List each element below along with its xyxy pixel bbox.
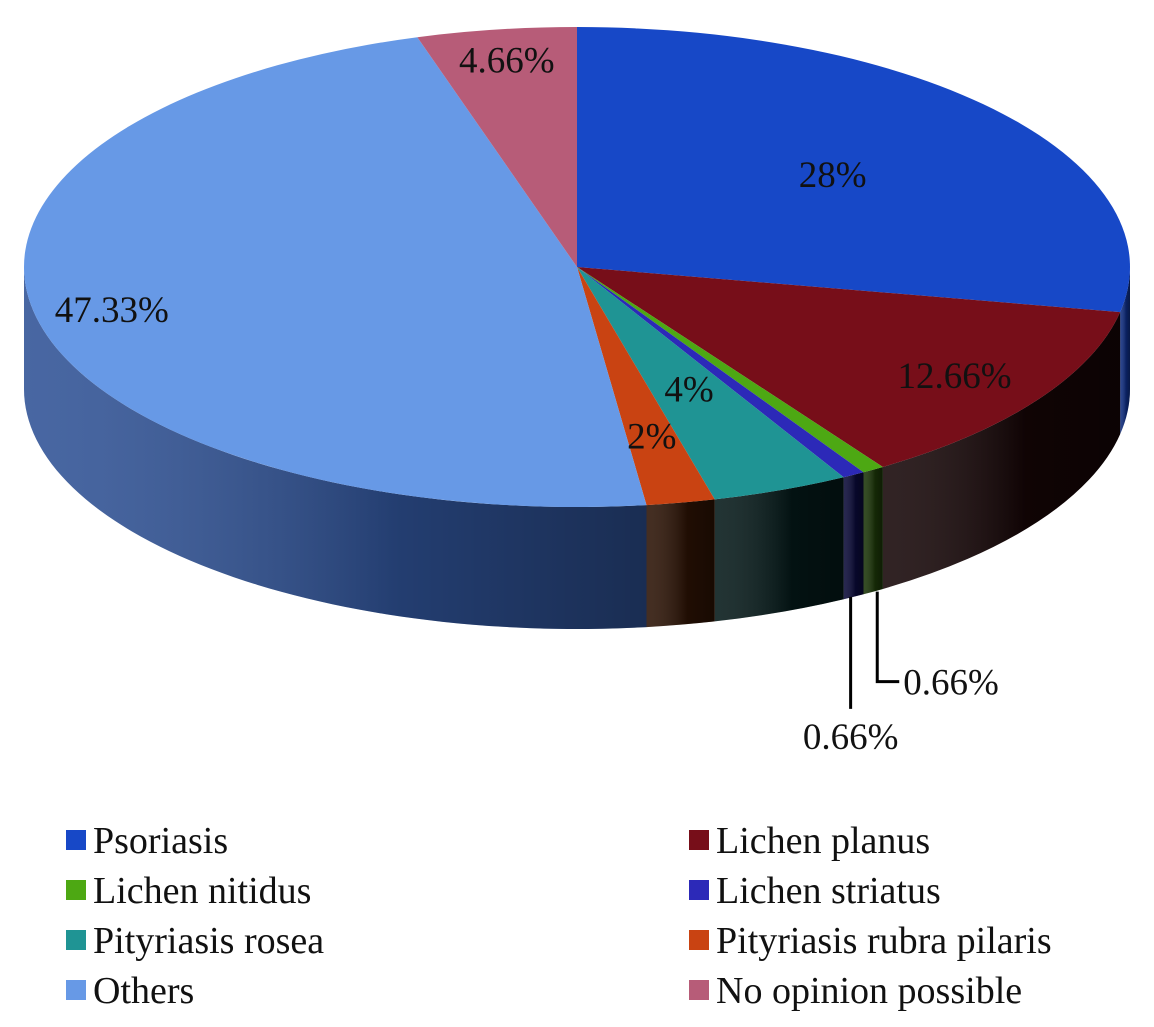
pie-side-walls (24, 267, 1130, 629)
slice-lichen-nitidus (577, 267, 883, 473)
legend-label: Lichen nitidus (93, 870, 311, 912)
label-lichen-striatus: 0.66% (803, 717, 899, 758)
label-pityriasis-rubra-pilaris: 2% (627, 417, 676, 458)
legend-swatch (66, 830, 86, 850)
leader-lines (849, 591, 900, 709)
label-others: 47.33% (55, 290, 169, 331)
legend-swatch (689, 980, 709, 1000)
legend-item-lichen-striatus: Lichen striatus (689, 870, 941, 912)
legend-swatch (66, 930, 86, 950)
legend-label: Psoriasis (93, 820, 228, 862)
side-wall-shade-lichen-nitidus (863, 466, 883, 595)
side-wall-shade-others (24, 267, 647, 629)
slice-labels: 28% 12.66% 4% 2% 47.33% 4.66% 0.66%0.66% (55, 40, 1012, 757)
slice-others (23, 37, 647, 508)
legend-swatch (689, 880, 709, 900)
legend-item-pityriasis-rubra-pilaris: Pityriasis rubra pilaris (689, 920, 1052, 962)
slice-no-opinion-possible (417, 27, 577, 267)
legend-label: Pityriasis rubra pilaris (716, 920, 1052, 962)
legend-swatch (66, 980, 86, 1000)
legend-item-others: Others (66, 970, 194, 1012)
pie-slices (23, 27, 1130, 508)
legend-label: Pityriasis rosea (93, 920, 324, 962)
slice-lichen-striatus (577, 267, 864, 478)
label-pityriasis-rosea: 4% (664, 370, 713, 411)
legend-label: No opinion possible (716, 970, 1022, 1012)
slice-pityriasis-rubra-pilaris (577, 267, 715, 506)
legend-item-no-opinion-possible: No opinion possible (689, 970, 1022, 1012)
side-wall-shade-lichen-planus (882, 312, 1121, 589)
side-wall-shade-pityriasis-rubra-pilaris (646, 499, 715, 628)
leader-lichen-nitidus (875, 591, 900, 684)
slice-lichen-planus (577, 267, 1121, 467)
legend-swatch (66, 880, 86, 900)
side-wall-shade-pityriasis-rosea (714, 477, 844, 622)
legend-item-lichen-planus: Lichen planus (689, 820, 930, 862)
side-wall-shade-psoriasis (1120, 267, 1130, 435)
legend-item-lichen-nitidus: Lichen nitidus (66, 870, 311, 912)
legend-swatch (689, 830, 709, 850)
legend-label: Lichen striatus (716, 870, 941, 912)
legend: Psoriasis Lichen planus Lichen nitidus Lich… (66, 820, 1052, 1012)
label-lichen-planus: 12.66% (898, 356, 1012, 397)
side-wall-shade-lichen-striatus (843, 472, 864, 600)
slice-psoriasis (577, 27, 1130, 313)
label-psoriasis: 28% (799, 155, 867, 196)
label-lichen-nitidus: 0.66% (903, 663, 999, 704)
legend-label: Others (93, 970, 194, 1012)
legend-item-pityriasis-rosea: Pityriasis rosea (66, 920, 324, 962)
legend-swatch (689, 930, 709, 950)
legend-label: Lichen planus (716, 820, 930, 862)
label-no-opinion-possible: 4.66% (459, 40, 555, 81)
slice-pityriasis-rosea (577, 267, 844, 500)
legend-item-psoriasis: Psoriasis (66, 820, 228, 862)
